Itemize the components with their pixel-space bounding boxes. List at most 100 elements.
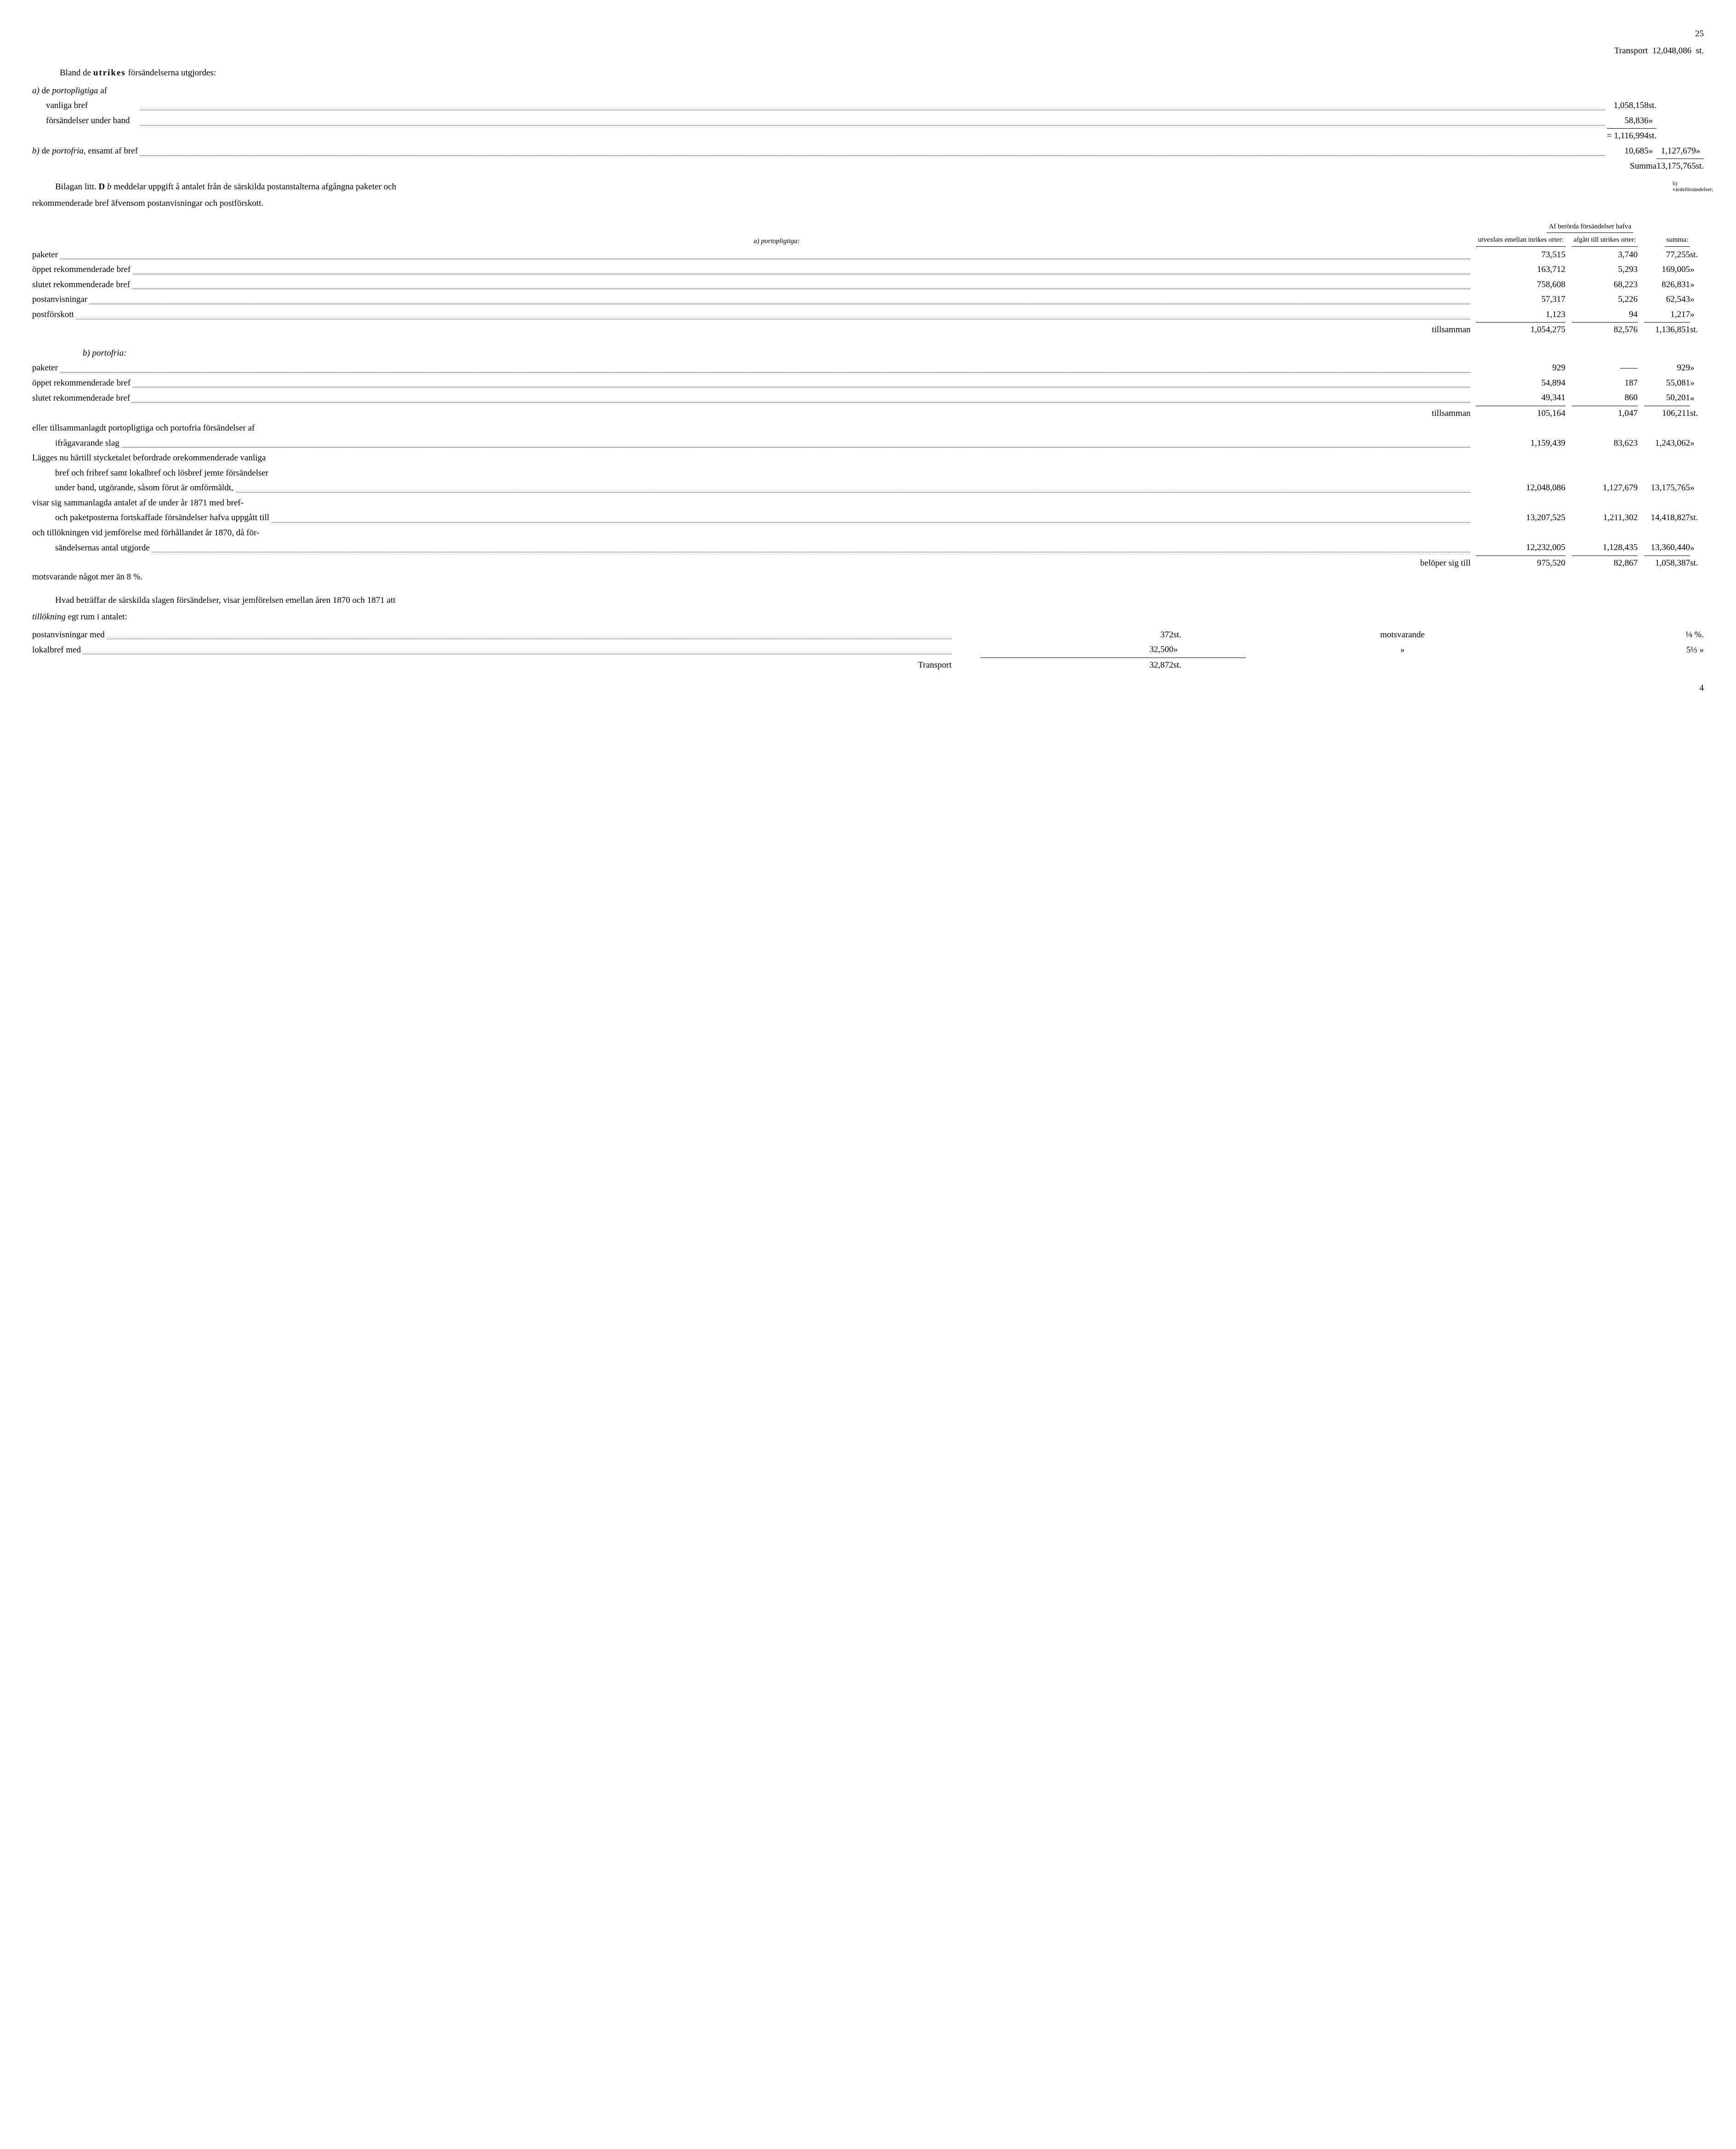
table-cell: 826,831 bbox=[1644, 278, 1690, 293]
sheet-number: 4 bbox=[32, 682, 1704, 695]
table-row-label: lokalbref med bbox=[32, 642, 952, 658]
table-cell: —— bbox=[1572, 361, 1638, 376]
table-cell: 77,255 bbox=[1644, 248, 1690, 263]
right-total: 1,127,679 bbox=[1657, 144, 1696, 159]
table-cell: ⅛ %. bbox=[1559, 628, 1704, 643]
para3-line1: Hvad beträffar de särskilda slagen försä… bbox=[32, 594, 1704, 607]
table-cell: 372 bbox=[981, 628, 1174, 643]
text-row: visar sig sammanlagda antalet af de unde… bbox=[32, 496, 1470, 511]
table-cell: 1,123 bbox=[1476, 307, 1565, 323]
section-b-header: b) portofria: bbox=[32, 346, 1470, 361]
text-row: eller tillsammanlagdt portopligtiga och … bbox=[32, 421, 1470, 436]
table-cell: 62,543 bbox=[1644, 292, 1690, 307]
table-cell: 13,175,765 bbox=[1644, 481, 1690, 496]
tillsamman-a-label: tillsamman bbox=[32, 323, 1470, 338]
table-row-label: paketer bbox=[32, 248, 1470, 263]
table-row-label: slutet rekommenderade bref bbox=[32, 391, 1470, 406]
table-cell: 187 bbox=[1572, 376, 1638, 391]
till-a-u: st. bbox=[1690, 323, 1704, 338]
bilagan-para-2: rekommenderade bref äfvensom postanvisni… bbox=[32, 197, 1704, 210]
table-unit: » bbox=[1690, 262, 1704, 278]
table-cell: 5,226 bbox=[1572, 292, 1638, 307]
row-label: vanliga bref bbox=[32, 98, 138, 113]
row-label: försändelser under band bbox=[32, 113, 138, 129]
table-row-label: öppet rekommenderade bref bbox=[32, 262, 1470, 278]
transport-bottom-value: 32,872 bbox=[981, 658, 1174, 673]
table-cell: 73,515 bbox=[1476, 248, 1565, 263]
right-unit: » bbox=[1696, 144, 1704, 159]
b-porto: portofria, bbox=[52, 146, 85, 156]
intro-line: Bland de utrikes försändelserna utgjorde… bbox=[60, 67, 1704, 80]
till-b-c2: 1,047 bbox=[1572, 406, 1638, 421]
table-unit: » bbox=[1690, 481, 1704, 496]
belop-c2: 82,867 bbox=[1572, 556, 1638, 571]
transport-value: 12,048,086 bbox=[1652, 46, 1692, 56]
row-unit: st. bbox=[1649, 98, 1657, 113]
table-row-label: postförskott bbox=[32, 307, 1470, 323]
summa-label: Summa bbox=[1607, 159, 1657, 174]
table-cell: 163,712 bbox=[1476, 262, 1565, 278]
till-a-c2: 82,576 bbox=[1572, 323, 1638, 338]
table-cell: 1,127,679 bbox=[1572, 481, 1638, 496]
table-cell: 758,608 bbox=[1476, 278, 1565, 293]
col1-header: utvexlats emellan inrikes orter: bbox=[1476, 235, 1565, 247]
transport-label: Transport bbox=[1614, 46, 1648, 56]
table-cell: 860 bbox=[1572, 391, 1638, 406]
text-row: under band, utgörande, såsom förut är om… bbox=[32, 481, 1470, 496]
table-unit: st. bbox=[1174, 628, 1246, 643]
table-unit: st. bbox=[1690, 248, 1704, 263]
transport-bottom-unit: st. bbox=[1174, 658, 1246, 673]
summa-unit: st. bbox=[1696, 159, 1704, 174]
page-number: 25 bbox=[32, 28, 1704, 41]
table-cell: 32,500 bbox=[981, 642, 1174, 658]
table-cell: 68,223 bbox=[1572, 278, 1638, 293]
text-row: sändelsernas antal utgjorde bbox=[32, 540, 1470, 556]
table-unit: » bbox=[1690, 278, 1704, 293]
table-unit: » bbox=[1174, 642, 1246, 658]
belop-label: belöper sig till bbox=[32, 556, 1470, 571]
table-cell: 14,418,827 bbox=[1644, 510, 1690, 526]
table-cell: 55,081 bbox=[1644, 376, 1690, 391]
table-cell: 1,159,439 bbox=[1476, 436, 1565, 451]
table-cell: 1,243,062 bbox=[1644, 436, 1690, 451]
table-cell: 13,360,440 bbox=[1644, 540, 1690, 556]
table-unit: « bbox=[1690, 391, 1704, 406]
table-cell: 169,005 bbox=[1644, 262, 1690, 278]
table-cell: 13,207,525 bbox=[1476, 510, 1565, 526]
text-row: och paketposterna fortskaffade försändel… bbox=[32, 510, 1470, 526]
table-cell: 929 bbox=[1476, 361, 1565, 376]
table-unit: st. bbox=[1690, 510, 1704, 526]
table-cell: 94 bbox=[1572, 307, 1638, 323]
table-cell: 3,740 bbox=[1572, 248, 1638, 263]
table-unit: » bbox=[1690, 540, 1704, 556]
till-b-c3: 106,211 bbox=[1644, 406, 1690, 421]
eq-value: = 1,116,994 bbox=[1607, 129, 1649, 144]
text-row: Lägges nu härtill stycketalet befordrade… bbox=[32, 451, 1470, 466]
row-unit: » bbox=[1649, 113, 1657, 129]
table-row-label: öppet rekommenderade bref bbox=[32, 376, 1470, 391]
table-unit: » bbox=[1690, 292, 1704, 307]
table-cell: 57,317 bbox=[1476, 292, 1565, 307]
bilagan-para: Bilagan litt. D b meddelar uppgift å ant… bbox=[32, 181, 1704, 194]
table-unit: » bbox=[1690, 307, 1704, 323]
till-b-u: st. bbox=[1690, 406, 1704, 421]
belop-u: st. bbox=[1690, 556, 1704, 571]
table-cell: 929 bbox=[1644, 361, 1690, 376]
belop-c1: 975,520 bbox=[1476, 556, 1565, 571]
till-a-c1: 1,054,275 bbox=[1476, 323, 1565, 338]
table-cell: 1,217 bbox=[1644, 307, 1690, 323]
b-de: de bbox=[42, 146, 50, 156]
a-de: de bbox=[42, 86, 50, 96]
text-row: bref och fribref samt lokalbref och lösb… bbox=[32, 466, 1470, 481]
margin-note: b) värdeförsändelser; bbox=[1673, 181, 1700, 193]
b-unit: » bbox=[1649, 144, 1657, 159]
motsvarande-line: motsvarande något mer än 8 %. bbox=[32, 571, 1704, 584]
table-row-label: postanvisningar bbox=[32, 292, 1470, 307]
tillsamman-b-label: tillsamman bbox=[32, 406, 1470, 421]
table-unit: » bbox=[1690, 361, 1704, 376]
eq-unit: st. bbox=[1649, 129, 1657, 144]
utrikes-table: a) de portopligtiga af vanliga bref 1,05… bbox=[32, 84, 1704, 174]
table-cell: 12,048,086 bbox=[1476, 481, 1565, 496]
tillokning-table: postanvisningar med372st.motsvarande⅛ %.… bbox=[32, 628, 1704, 673]
a-porto: portopligtiga bbox=[52, 86, 98, 96]
